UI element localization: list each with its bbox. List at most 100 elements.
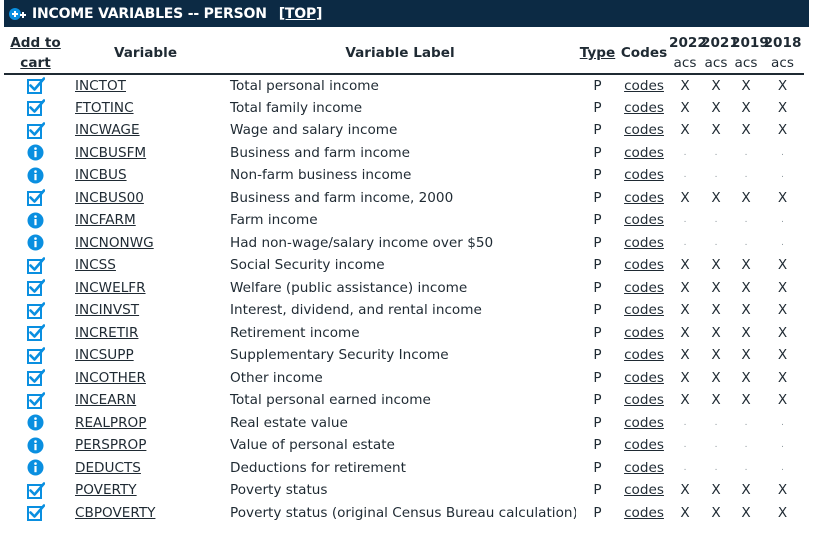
codes-link[interactable]: codes xyxy=(624,392,664,409)
info-icon[interactable] xyxy=(27,167,44,184)
add-to-cart-checkbox-icon[interactable] xyxy=(26,279,45,297)
sample-availability: . xyxy=(744,237,748,248)
cart-cell[interactable] xyxy=(4,412,67,435)
info-icon[interactable] xyxy=(27,459,44,476)
cart-cell[interactable] xyxy=(4,277,67,300)
col-type[interactable]: Type xyxy=(576,33,619,75)
add-to-cart-checkbox-icon[interactable] xyxy=(26,504,45,522)
add-to-cart-checkbox-icon[interactable] xyxy=(26,346,45,364)
codes-link[interactable]: codes xyxy=(624,257,664,274)
codes-link[interactable]: codes xyxy=(624,279,664,296)
cart-cell[interactable] xyxy=(4,479,67,502)
codes-link[interactable]: codes xyxy=(624,414,664,431)
codes-link[interactable]: codes xyxy=(624,167,664,184)
cart-cell[interactable] xyxy=(4,254,67,277)
sample-availability: . xyxy=(781,440,784,451)
col-codes: Codes xyxy=(619,33,669,75)
codes-link[interactable]: codes xyxy=(624,122,664,139)
cart-cell[interactable] xyxy=(4,502,67,525)
add-to-cart-checkbox-icon[interactable] xyxy=(26,391,45,409)
variable-link[interactable]: PERSPROP xyxy=(75,437,147,454)
info-icon[interactable] xyxy=(27,437,44,454)
cart-cell[interactable] xyxy=(4,209,67,232)
codes-link[interactable]: codes xyxy=(624,144,664,161)
col-add-to-cart[interactable]: Add to cart xyxy=(4,33,67,75)
info-icon[interactable] xyxy=(27,144,44,161)
cart-cell[interactable] xyxy=(4,344,67,367)
codes-link[interactable]: codes xyxy=(624,234,664,251)
cart-cell[interactable] xyxy=(4,322,67,345)
add-to-cart-checkbox-icon[interactable] xyxy=(26,256,45,274)
sample-availability: . xyxy=(714,147,718,158)
codes-link[interactable]: codes xyxy=(624,369,664,386)
info-icon[interactable] xyxy=(27,414,44,431)
variable-label: Other income xyxy=(230,369,323,386)
codes-link[interactable]: codes xyxy=(624,302,664,319)
codes-link[interactable]: codes xyxy=(624,324,664,341)
add-to-cart-checkbox-icon[interactable] xyxy=(26,189,45,207)
variable-link[interactable]: REALPROP xyxy=(75,414,147,431)
variable-link[interactable]: INCRETIR xyxy=(75,324,139,341)
cart-cell[interactable] xyxy=(4,187,67,210)
sample-availability: X xyxy=(680,257,690,274)
variable-link[interactable]: INCBUS00 xyxy=(75,189,144,206)
col-sample-2018: 2018 acs xyxy=(761,33,804,75)
variable-link[interactable]: POVERTY xyxy=(75,482,137,499)
codes-link[interactable]: codes xyxy=(624,99,664,116)
add-to-cart-checkbox-icon[interactable] xyxy=(26,481,45,499)
codes-link[interactable]: codes xyxy=(624,189,664,206)
variable-label: Social Security income xyxy=(230,257,385,274)
codes-link[interactable]: codes xyxy=(624,347,664,364)
info-icon[interactable] xyxy=(27,212,44,229)
variable-link[interactable]: INCSUPP xyxy=(75,347,134,364)
cart-cell[interactable] xyxy=(4,389,67,412)
codes-link[interactable]: codes xyxy=(624,212,664,229)
add-to-cart-checkbox-icon[interactable] xyxy=(26,121,45,139)
add-to-cart-checkbox-icon[interactable] xyxy=(26,369,45,387)
variable-label: Business and farm income xyxy=(230,144,410,161)
add-to-cart-checkbox-icon[interactable] xyxy=(26,324,45,342)
table-row: INCINVST Interest, dividend, and rental i… xyxy=(4,299,804,322)
add-to-cart-checkbox-icon[interactable] xyxy=(26,77,45,95)
cart-cell[interactable] xyxy=(4,434,67,457)
codes-link[interactable]: codes xyxy=(624,504,664,521)
variable-link[interactable]: INCWAGE xyxy=(75,122,140,139)
variable-link[interactable]: INCINVST xyxy=(75,302,140,319)
top-link[interactable]: [TOP] xyxy=(278,5,323,22)
sample-availability: X xyxy=(711,77,721,94)
variable-link[interactable]: INCOTHER xyxy=(75,369,146,386)
sample-availability: X xyxy=(711,504,721,521)
add-to-cart-checkbox-icon[interactable] xyxy=(26,99,45,117)
add-to-cart-checkbox-icon[interactable] xyxy=(26,301,45,319)
variable-link[interactable]: INCWELFR xyxy=(75,279,146,296)
section-title: INCOME VARIABLES -- PERSON xyxy=(32,5,267,22)
codes-link[interactable]: codes xyxy=(624,482,664,499)
variable-link[interactable]: INCBUSFM xyxy=(75,144,147,161)
variable-link[interactable]: DEDUCTS xyxy=(75,459,141,476)
variable-link[interactable]: INCFARM xyxy=(75,212,136,229)
cart-cell[interactable] xyxy=(4,367,67,390)
cart-cell[interactable] xyxy=(4,299,67,322)
cart-cell[interactable] xyxy=(4,164,67,187)
cart-cell[interactable] xyxy=(4,119,67,142)
cart-cell[interactable] xyxy=(4,142,67,165)
variable-link[interactable]: CBPOVERTY xyxy=(75,504,156,521)
cart-cell[interactable] xyxy=(4,457,67,480)
variable-link[interactable]: FTOTINC xyxy=(75,99,134,116)
variable-link[interactable]: INCSS xyxy=(75,257,116,274)
sample-availability: . xyxy=(714,215,718,226)
codes-link[interactable]: codes xyxy=(624,437,664,454)
codes-link[interactable]: codes xyxy=(624,459,664,476)
variable-link[interactable]: INCBUS xyxy=(75,167,127,184)
cart-cell[interactable] xyxy=(4,74,67,97)
cart-cell[interactable] xyxy=(4,97,67,120)
variable-link[interactable]: INCEARN xyxy=(75,392,137,409)
variable-link[interactable]: INCNONWG xyxy=(75,234,154,251)
info-icon[interactable] xyxy=(27,234,44,251)
codes-link[interactable]: codes xyxy=(624,77,664,94)
variable-link[interactable]: INCTOT xyxy=(75,77,126,94)
cart-cell[interactable] xyxy=(4,232,67,255)
sample-availability: X xyxy=(777,99,788,116)
